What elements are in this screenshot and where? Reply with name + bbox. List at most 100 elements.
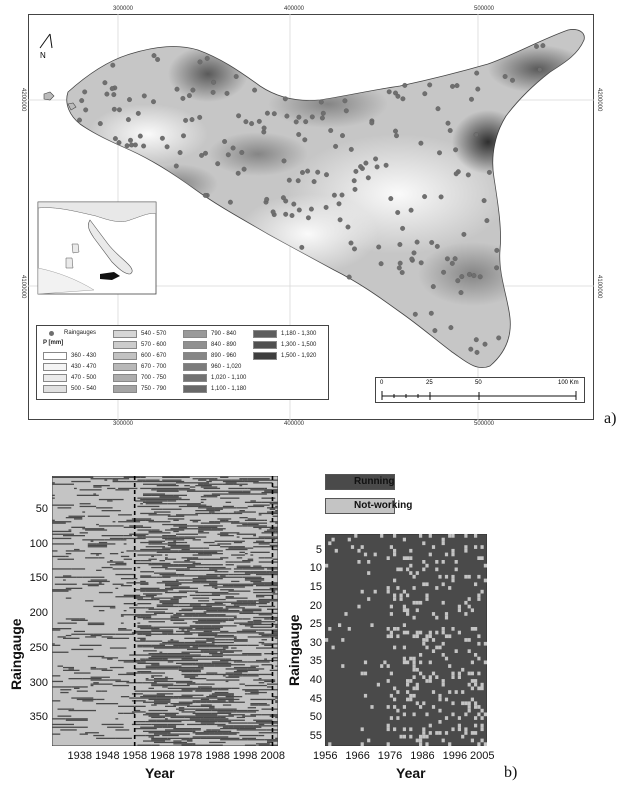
raingauge-point [395, 93, 401, 99]
raingauge-point [333, 143, 339, 149]
heatmap2-x-tick: 1986 [410, 750, 435, 762]
raingauge-point [132, 142, 138, 148]
raingauge-point [477, 274, 483, 280]
heatmap1-y-tick: 250 [29, 641, 48, 654]
raingauge-point [400, 96, 406, 102]
raingauge-point [318, 99, 324, 105]
heatmap2-x-tick: 1966 [345, 750, 370, 762]
legend-class-swatch [253, 341, 277, 349]
heatmap2-y-tick: 40 [309, 673, 322, 686]
legend-class-swatch [43, 374, 67, 382]
raingauge-point [427, 82, 433, 88]
raingauge-point [411, 250, 417, 256]
raingauge-point [445, 120, 451, 126]
heatmap2-y-tick: 20 [309, 599, 322, 612]
raingauge-point [365, 175, 371, 181]
legend-class-label: 960 - 1,020 [211, 364, 242, 370]
raingauge-point [256, 118, 262, 124]
legend-class-swatch [43, 385, 67, 393]
heatmap2-y-tick: 25 [309, 618, 322, 631]
raingauge-point [376, 244, 382, 250]
legend-class-swatch [43, 363, 67, 371]
raingauge-point [461, 231, 467, 237]
raingauge-point [430, 284, 436, 290]
raingauge-point [151, 99, 156, 105]
legend-class: 1,300 - 1,500 [253, 341, 316, 349]
raingauge-point [340, 133, 345, 139]
raingauge-point [186, 93, 192, 99]
heatmap-selected-gauges [325, 534, 487, 746]
heatmap2-xlabel: Year [396, 765, 426, 781]
raingauge-point [429, 240, 435, 245]
raingauge-point [296, 207, 302, 213]
scale-bar-graphic [381, 391, 577, 400]
heatmap1-y-tick: 200 [29, 607, 48, 620]
heatmap2-x-tick: 1976 [377, 750, 403, 762]
legend-class-swatch [183, 374, 207, 382]
panel-label-a: a) [604, 410, 617, 427]
raingauge-point [475, 86, 481, 92]
raingauge-point [295, 178, 301, 184]
raingauge-point [189, 117, 195, 123]
raingauge-point [474, 349, 480, 355]
raingauge-point [484, 218, 490, 224]
raingauge-point [159, 135, 165, 141]
raingauge-point [293, 119, 299, 125]
raingauge-point [328, 128, 334, 133]
raingauge-point [125, 117, 131, 123]
raingauge-point [473, 132, 479, 138]
left-tick: 4100000 [20, 275, 26, 299]
raingauge-point [155, 57, 161, 62]
legend-class-swatch [253, 330, 277, 338]
legend-class-label: 500 - 540 [71, 386, 97, 392]
raingauge-point [305, 215, 311, 221]
legend-class: 750 - 790 [113, 385, 166, 393]
raingauge-point [110, 62, 116, 68]
heatmap-all-gauges [52, 476, 278, 746]
heatmap2-y-tick: 35 [309, 655, 322, 668]
raingauge-point [261, 125, 267, 131]
raingauge-point [289, 213, 295, 218]
raingauge-point [291, 201, 297, 207]
raingauge-point [127, 97, 132, 103]
raingauge-point [177, 150, 183, 156]
heatmap2-not-working-cells [325, 534, 487, 746]
raingauge-point [252, 87, 258, 93]
bottom-tick: 400000 [284, 421, 305, 427]
raingauge-point [418, 260, 424, 266]
map-legend: Raingauges P [mm] 360 - 430 430 - 470 470 … [36, 325, 329, 400]
raingauge-point [402, 82, 408, 88]
legend-class: 570 - 600 [113, 341, 166, 349]
raingauge-point [199, 152, 205, 158]
raingauge-point [378, 261, 384, 267]
legend-class-swatch [113, 374, 137, 382]
legend-raingauges-label: Raingauges [64, 330, 97, 336]
raingauge-point [486, 169, 492, 175]
raingauge-point [393, 90, 398, 96]
heatmap2-x-tick: 1996 [442, 750, 468, 762]
raingauge-point [300, 170, 305, 175]
raingauge-point [124, 143, 130, 149]
raingauge-point [455, 278, 461, 284]
legend-class: 430 - 470 [43, 363, 96, 371]
raingauge-point [432, 328, 438, 334]
heatmap1-y-tick: 150 [29, 572, 48, 585]
raingauge-point [235, 170, 241, 176]
raingauge-point [296, 114, 302, 120]
raingauge-point [473, 337, 479, 343]
raingauge-point [320, 110, 326, 116]
legend-class-swatch [113, 330, 137, 338]
legend-class-swatch [113, 341, 137, 349]
raingauge-point [352, 186, 358, 192]
raingauge-point [448, 325, 454, 331]
raingauge-point [540, 43, 546, 49]
raingauge-point [280, 195, 286, 201]
inset-italy-map [37, 201, 157, 295]
legend-class-label: 670 - 700 [141, 364, 167, 370]
raingauge-point [135, 110, 141, 116]
raingauge-point [400, 225, 406, 231]
raingauge-point [77, 117, 82, 123]
legend-class-label: 360 - 430 [71, 353, 97, 359]
legend-class-label: 470 - 500 [71, 375, 97, 381]
legend-class-label: 700 - 750 [141, 375, 167, 381]
